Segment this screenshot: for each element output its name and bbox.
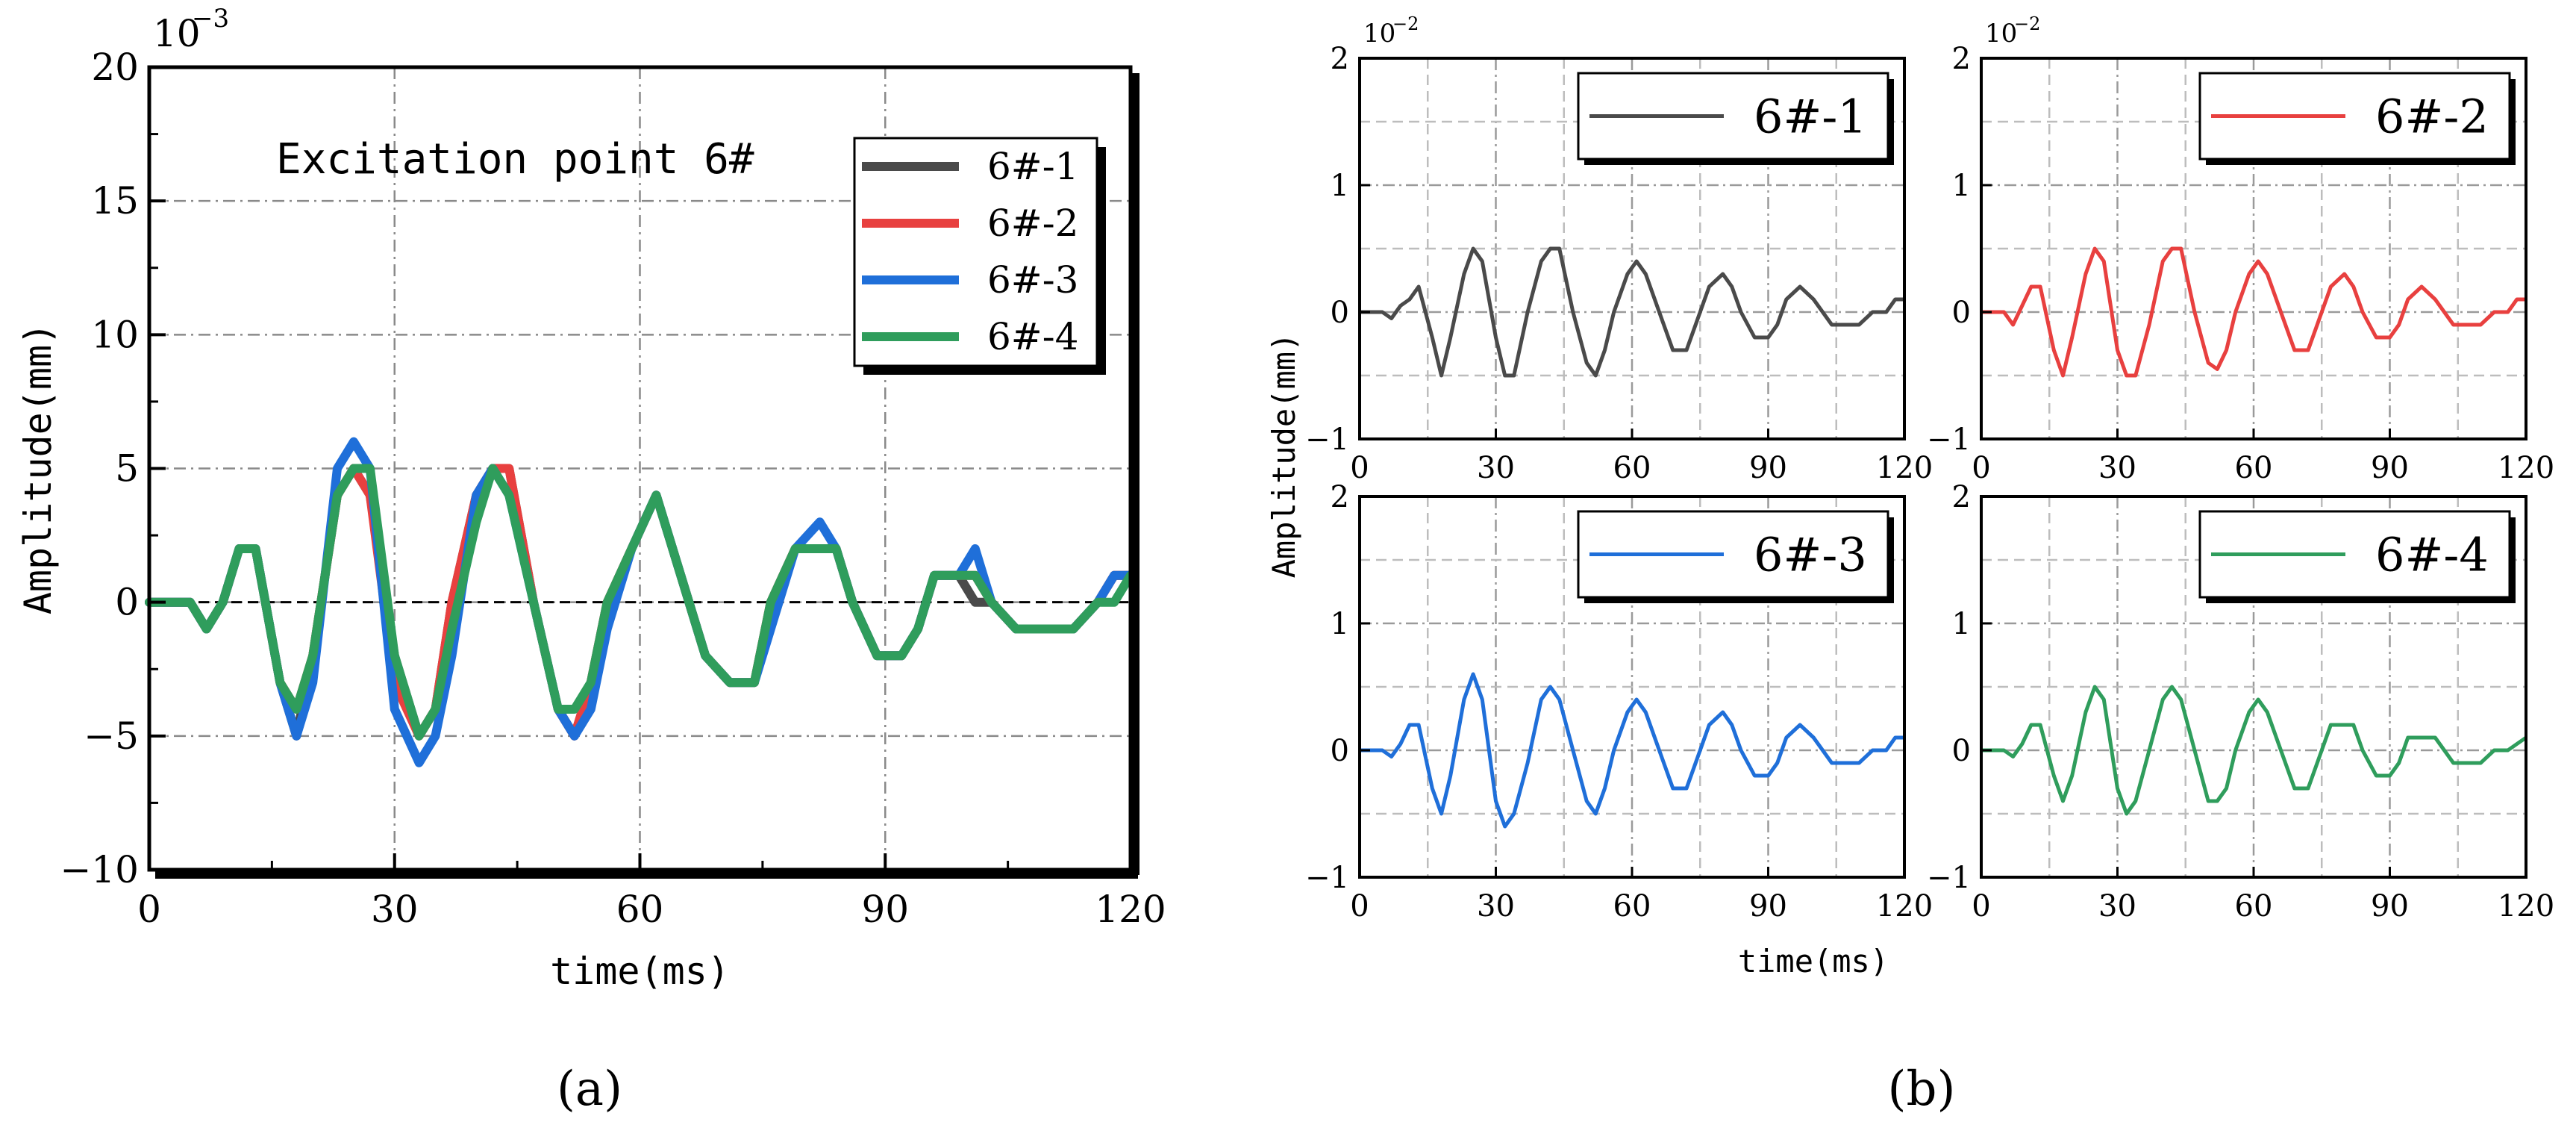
y-tick-label: −5 xyxy=(84,714,139,758)
y-axis-label: Amplitude(mm) xyxy=(16,323,60,614)
y-exponent-label: 10 xyxy=(153,12,201,55)
y-tick-label: 0 xyxy=(1331,296,1349,330)
series-line-6#-3 xyxy=(1360,672,1904,829)
x-tick-label: 120 xyxy=(2498,451,2554,485)
x-axis-label: time(ms) xyxy=(1738,943,1889,979)
y-tick-label: 0 xyxy=(115,581,139,624)
x-tick-label: 30 xyxy=(1477,889,1515,923)
y-tick-label: 1 xyxy=(1952,607,1971,641)
x-tick-label: 90 xyxy=(1749,451,1787,485)
panel-a-chart: 0 30 60 90 120−10−50510152010−3time(ms)Ampli… xyxy=(16,4,1166,993)
y-tick-label: −1 xyxy=(1927,423,1971,457)
legend-box xyxy=(1577,72,1889,161)
chart-title: Excitation point 6# xyxy=(276,135,754,184)
y-exponent-power: −2 xyxy=(2014,13,2040,34)
series-line-6#-4 xyxy=(1981,685,2527,816)
series-line-6#-2 xyxy=(1981,246,2526,378)
x-tick-label: 90 xyxy=(1749,889,1787,923)
y-exponent-label: 10 xyxy=(1363,19,1395,49)
y-tick-label: 20 xyxy=(91,46,139,89)
y-tick-label: −1 xyxy=(1305,423,1349,457)
x-tick-label: 90 xyxy=(2371,451,2409,485)
x-tick-label: 120 xyxy=(1095,888,1166,931)
x-tick-label: 30 xyxy=(1477,451,1515,485)
x-tick-label: 60 xyxy=(616,888,664,931)
y-axis-label: Amplitude(mm) xyxy=(1266,333,1302,579)
y-tick-label: 0 xyxy=(1952,734,1971,768)
x-tick-label: 60 xyxy=(2235,451,2273,485)
x-tick-label: 0 xyxy=(1972,889,1990,923)
legend-label: 6#-3 xyxy=(1754,528,1867,582)
legend-label: 6#-1 xyxy=(1754,90,1867,144)
y-tick-label: 2 xyxy=(1331,42,1349,76)
y-tick-label: 1 xyxy=(1952,169,1971,203)
y-tick-label: 1 xyxy=(1331,169,1349,203)
legend-label: 6#-4 xyxy=(987,315,1078,358)
y-tick-label: 5 xyxy=(115,447,139,490)
x-tick-label: 120 xyxy=(1876,889,1933,923)
x-tick-label: 60 xyxy=(1613,451,1651,485)
x-tick-label: 120 xyxy=(1876,451,1933,485)
y-tick-label: 2 xyxy=(1952,42,1971,76)
x-tick-label: 60 xyxy=(2235,889,2273,923)
y-tick-label: 0 xyxy=(1331,734,1349,768)
y-tick-label: 0 xyxy=(1952,296,1971,330)
x-tick-label: 0 xyxy=(1350,889,1369,923)
y-tick-label: −1 xyxy=(1927,861,1971,895)
x-tick-label: 90 xyxy=(2371,889,2409,923)
y-tick-label: 2 xyxy=(1952,480,1971,514)
legend-label: 6#-1 xyxy=(987,145,1078,188)
x-tick-label: 0 xyxy=(137,888,161,931)
legend-label: 6#-3 xyxy=(987,258,1078,302)
y-tick-label: 10 xyxy=(91,313,139,356)
x-tick-label: 60 xyxy=(1613,889,1651,923)
series-line-6#-1 xyxy=(1360,246,1904,378)
y-tick-label: 15 xyxy=(91,179,139,222)
y-exponent-label: 10 xyxy=(1985,19,2017,49)
y-exponent-power: −2 xyxy=(1392,13,1419,34)
x-axis-label: time(ms) xyxy=(550,950,730,993)
y-tick-label: −1 xyxy=(1305,861,1349,895)
y-tick-label: 1 xyxy=(1331,607,1349,641)
x-tick-label: 120 xyxy=(2498,889,2554,923)
legend-label: 6#-4 xyxy=(2375,528,2489,582)
panel-a-caption: (a) xyxy=(557,1062,622,1117)
x-tick-label: 30 xyxy=(2098,451,2136,485)
y-exponent-power: −3 xyxy=(192,4,229,34)
x-tick-label: 90 xyxy=(861,888,909,931)
y-tick-label: 2 xyxy=(1331,480,1349,514)
y-tick-label: −10 xyxy=(60,848,139,891)
legend-box xyxy=(853,137,1098,367)
series-line-6#-4 xyxy=(145,464,1135,741)
x-tick-label: 0 xyxy=(1350,451,1369,485)
panel-b-caption: (b) xyxy=(1888,1062,1956,1117)
x-tick-label: 30 xyxy=(2098,889,2136,923)
legend-label: 6#-2 xyxy=(2375,90,2489,144)
legend-label: 6#-2 xyxy=(987,202,1078,245)
x-tick-label: 0 xyxy=(1972,451,1990,485)
x-tick-label: 30 xyxy=(371,888,419,931)
